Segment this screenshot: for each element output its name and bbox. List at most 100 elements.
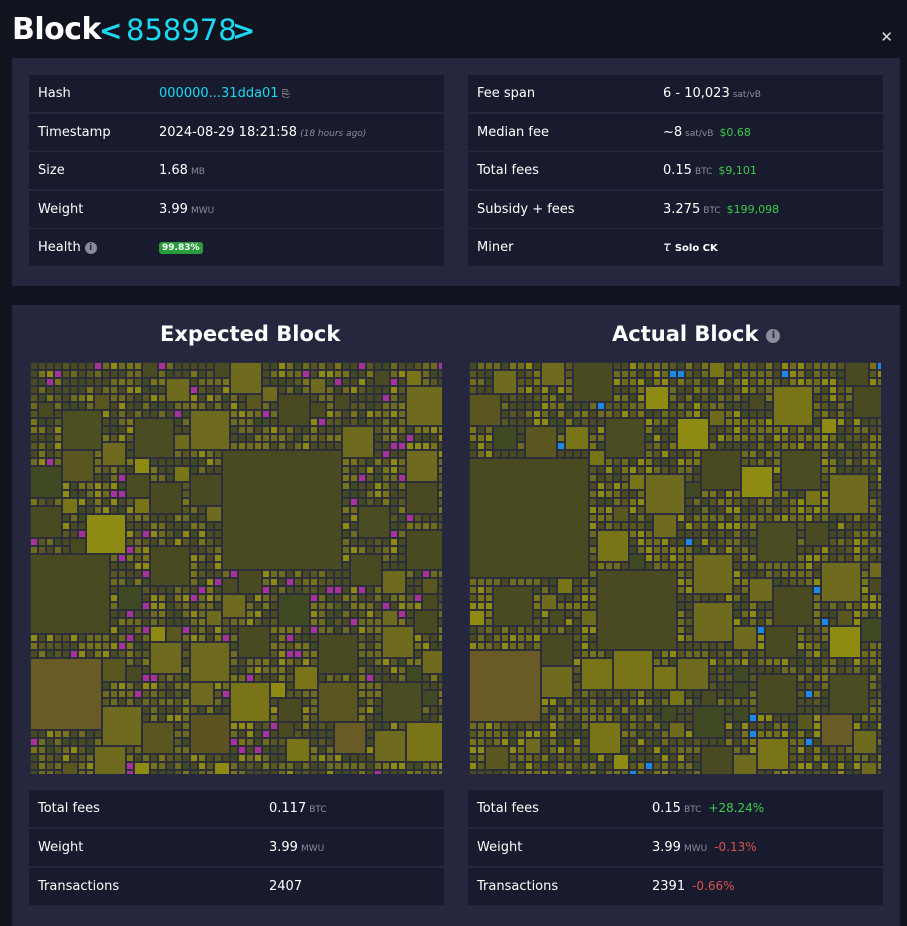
transaction-square[interactable]	[646, 467, 652, 473]
transaction-square[interactable]	[734, 723, 740, 729]
transaction-square[interactable]	[367, 467, 373, 473]
transaction-square[interactable]	[63, 499, 77, 513]
transaction-square[interactable]	[622, 403, 628, 409]
transaction-square[interactable]	[319, 571, 325, 577]
transaction-square[interactable]	[702, 523, 708, 529]
transaction-square[interactable]	[766, 571, 772, 577]
transaction-square[interactable]	[119, 611, 125, 617]
transaction-square[interactable]	[111, 603, 117, 609]
transaction-square[interactable]	[311, 763, 317, 769]
transaction-square[interactable]	[830, 667, 836, 673]
transaction-square[interactable]	[518, 747, 524, 753]
transaction-square[interactable]	[846, 435, 852, 441]
transaction-square[interactable]	[646, 371, 652, 377]
transaction-square[interactable]	[135, 371, 141, 377]
transaction-square[interactable]	[574, 675, 580, 681]
transaction-square[interactable]	[55, 635, 61, 641]
transaction-square[interactable]	[470, 747, 476, 753]
transaction-square[interactable]	[287, 387, 293, 393]
transaction-square[interactable]	[55, 547, 61, 553]
transaction-square[interactable]	[207, 611, 221, 625]
transaction-square[interactable]	[119, 555, 125, 561]
transaction-square[interactable]	[838, 387, 844, 393]
transaction-square[interactable]	[486, 723, 492, 729]
transaction-square[interactable]	[478, 643, 484, 649]
transaction-square[interactable]	[766, 435, 772, 441]
transaction-square[interactable]	[622, 731, 628, 737]
transaction-square[interactable]	[734, 363, 740, 369]
transaction-square[interactable]	[375, 723, 381, 729]
transaction-square[interactable]	[830, 747, 836, 753]
transaction-square[interactable]	[870, 595, 876, 601]
transaction-square[interactable]	[774, 371, 780, 377]
transaction-square[interactable]	[750, 731, 756, 737]
transaction-square[interactable]	[614, 691, 620, 697]
transaction-square[interactable]	[846, 427, 852, 433]
transaction-square[interactable]	[103, 371, 109, 377]
transaction-square[interactable]	[207, 523, 213, 529]
transaction-square[interactable]	[718, 547, 724, 553]
transaction-square[interactable]	[694, 515, 700, 521]
transaction-square[interactable]	[247, 755, 253, 761]
transaction-square[interactable]	[830, 379, 836, 385]
transaction-square[interactable]	[862, 427, 868, 433]
transaction-square[interactable]	[718, 667, 724, 673]
transaction-square[interactable]	[255, 603, 261, 609]
transaction-square[interactable]	[111, 379, 117, 385]
transaction-square[interactable]	[542, 755, 548, 761]
transaction-square[interactable]	[734, 699, 740, 705]
transaction-square[interactable]	[814, 395, 820, 401]
info-icon[interactable]: i	[84, 242, 97, 254]
transaction-square[interactable]	[542, 715, 548, 721]
transaction-square[interactable]	[526, 771, 532, 774]
transaction-square[interactable]	[646, 443, 652, 449]
transaction-square[interactable]	[678, 563, 684, 569]
transaction-square[interactable]	[87, 731, 93, 737]
transaction-square[interactable]	[806, 667, 812, 673]
transaction-square[interactable]	[311, 715, 317, 721]
transaction-square[interactable]	[343, 579, 349, 585]
transaction-square[interactable]	[638, 403, 644, 409]
transaction-square[interactable]	[782, 723, 788, 729]
transaction-square[interactable]	[654, 443, 660, 449]
transaction-square[interactable]	[375, 547, 381, 553]
transaction-square[interactable]	[742, 507, 748, 513]
transaction-square[interactable]	[183, 403, 189, 409]
transaction-square[interactable]	[870, 531, 876, 537]
transaction-square[interactable]	[758, 523, 796, 561]
transaction-square[interactable]	[814, 635, 820, 641]
transaction-square[interactable]	[622, 747, 628, 753]
transaction-square[interactable]	[359, 603, 365, 609]
transaction-square[interactable]	[566, 379, 572, 385]
transaction-square[interactable]	[279, 771, 285, 774]
transaction-square[interactable]	[878, 507, 881, 513]
transaction-square[interactable]	[279, 435, 285, 441]
transaction-square[interactable]	[678, 403, 684, 409]
transaction-square[interactable]	[742, 363, 748, 369]
transaction-square[interactable]	[383, 459, 389, 465]
transaction-square[interactable]	[694, 507, 700, 513]
transaction-square[interactable]	[359, 675, 365, 681]
transaction-square[interactable]	[367, 651, 373, 657]
transaction-square[interactable]	[630, 691, 636, 697]
transaction-square[interactable]	[622, 467, 628, 473]
transaction-square[interactable]	[407, 603, 413, 609]
transaction-square[interactable]	[742, 379, 748, 385]
transaction-square[interactable]	[846, 459, 852, 465]
transaction-square[interactable]	[670, 771, 676, 774]
transaction-square[interactable]	[822, 603, 828, 609]
transaction-square[interactable]	[710, 683, 716, 689]
transaction-square[interactable]	[399, 611, 405, 617]
transaction-square[interactable]	[734, 403, 740, 409]
transaction-square[interactable]	[327, 603, 333, 609]
transaction-square[interactable]	[686, 395, 692, 401]
transaction-square[interactable]	[686, 579, 692, 585]
transaction-square[interactable]	[670, 387, 676, 393]
transaction-square[interactable]	[574, 691, 580, 697]
transaction-square[interactable]	[239, 675, 245, 681]
transaction-square[interactable]	[183, 715, 189, 721]
transaction-square[interactable]	[830, 547, 836, 553]
transaction-square[interactable]	[678, 547, 684, 553]
transaction-square[interactable]	[367, 387, 373, 393]
transaction-square[interactable]	[670, 411, 676, 417]
